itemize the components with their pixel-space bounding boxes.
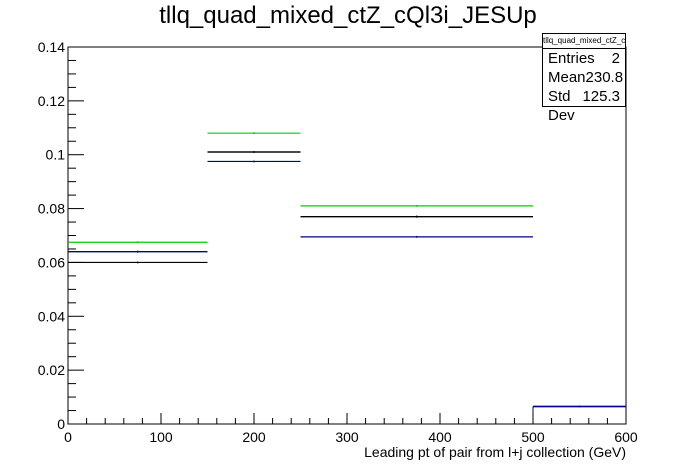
stats-entries-value: 2 bbox=[611, 50, 620, 67]
x-tick-label: 200 bbox=[242, 429, 266, 445]
stats-mean-label: Mean bbox=[548, 69, 586, 86]
y-tick-label: 0.04 bbox=[38, 308, 65, 324]
stats-row-entries: Entries 2 bbox=[543, 49, 625, 68]
stats-box-title: tllq_quad_mixed_ctZ_cQl3i_JESUp bbox=[543, 34, 625, 49]
stats-row-mean: Mean 230.8 bbox=[543, 68, 625, 87]
y-tick-label: 0.12 bbox=[38, 93, 65, 109]
x-tick-label: 0 bbox=[64, 429, 72, 445]
x-tick-label: 500 bbox=[521, 429, 545, 445]
x-tick-label: 600 bbox=[614, 429, 638, 445]
x-tick-label: 300 bbox=[335, 429, 359, 445]
x-tick-label: 400 bbox=[428, 429, 452, 445]
y-tick-label: 0.06 bbox=[38, 254, 65, 270]
y-tick-label: 0.08 bbox=[38, 201, 65, 217]
x-tick-label: 100 bbox=[149, 429, 173, 445]
stats-mean-value: 230.8 bbox=[585, 69, 624, 86]
chart-title: tllq_quad_mixed_ctZ_cQl3i_JESUp bbox=[159, 2, 537, 29]
y-tick-label: 0 bbox=[57, 416, 65, 432]
y-tick-label: 0.1 bbox=[46, 147, 66, 163]
y-tick-label: 0.14 bbox=[38, 39, 65, 55]
series-layer bbox=[68, 132, 626, 424]
y-tick-label: 0.02 bbox=[38, 362, 65, 378]
stats-stddev-label: Std Dev bbox=[548, 88, 575, 124]
stats-entries-label: Entries bbox=[548, 50, 595, 67]
stats-stddev-value: 125.3 bbox=[582, 88, 620, 105]
stats-row-stddev: Std Dev 125.3 bbox=[543, 87, 625, 125]
axis-layer: 0 100 200 300 400 500 600 0 0.02 0.04 0.06 0.08 0.1 0… bbox=[38, 39, 638, 445]
x-axis-title: Leading pt of pair from l+j collection (… bbox=[364, 444, 626, 460]
stats-box: tllq_quad_mixed_ctZ_cQl3i_JESUp Entries … bbox=[542, 33, 626, 124]
